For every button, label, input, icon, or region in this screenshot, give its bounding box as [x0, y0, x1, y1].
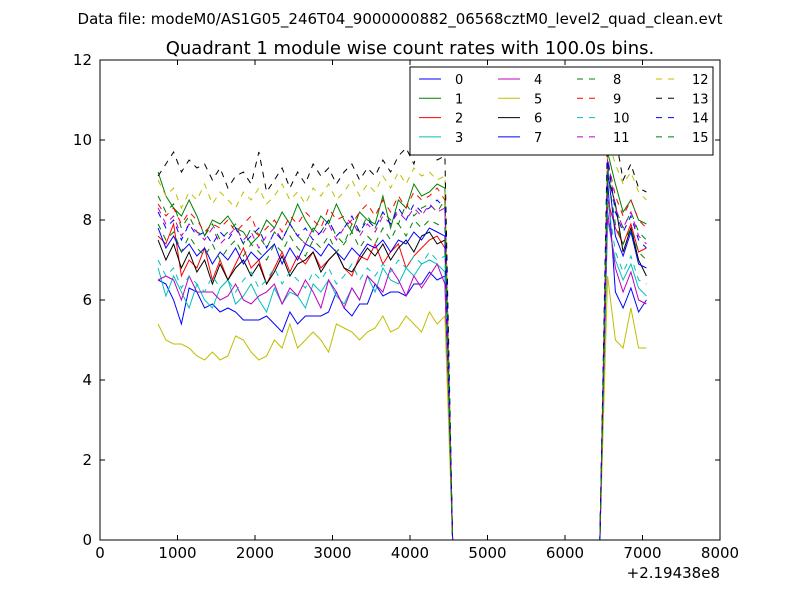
legend-label-15: 15 [692, 131, 709, 146]
y-tick-label: 8 [82, 211, 92, 229]
y-tick-label: 6 [82, 291, 92, 309]
legend-label-3: 3 [455, 131, 463, 146]
y-tick-label: 2 [82, 451, 92, 469]
x-tick-label: 0 [95, 544, 105, 562]
x-tick-label: 2000 [236, 544, 274, 562]
legend-label-6: 6 [534, 112, 542, 127]
series-layer [157, 126, 647, 540]
legend-label-9: 9 [613, 92, 621, 107]
x-tick-label: 4000 [391, 544, 429, 562]
series-line-11 [157, 155, 647, 540]
legend-label-1: 1 [455, 92, 463, 107]
legend-label-13: 13 [692, 92, 709, 107]
x-tick-label: 1000 [158, 544, 196, 562]
x-offset-label: +2.19438e8 [627, 564, 720, 582]
legend-label-4: 4 [534, 73, 542, 88]
series-line-7 [157, 167, 647, 540]
series-line-5 [157, 275, 647, 540]
x-tick-label: 7000 [623, 544, 661, 562]
legend-label-10: 10 [613, 112, 630, 127]
legend-label-7: 7 [534, 131, 542, 146]
y-tick-label: 4 [82, 371, 92, 389]
legend-box [409, 66, 714, 156]
series-line-12 [157, 139, 647, 540]
legend-label-14: 14 [692, 112, 709, 127]
x-tick-label: 3000 [313, 544, 351, 562]
series-line-9 [157, 159, 647, 540]
series-line-6 [157, 175, 647, 540]
legend-label-2: 2 [455, 112, 463, 127]
series-line-1 [157, 151, 647, 540]
x-tick-label: 8000 [701, 544, 739, 562]
legend-label-0: 0 [455, 73, 463, 88]
y-tick-label: 12 [73, 51, 92, 69]
x-tick-label: 5000 [468, 544, 506, 562]
legend-label-5: 5 [534, 92, 542, 107]
legend-label-12: 12 [692, 73, 709, 88]
legend-label-8: 8 [613, 73, 621, 88]
y-tick-label: 0 [82, 531, 92, 549]
axes: 0 1000 2000 3000 4000 5000 6000 7000 80000246810… [73, 51, 739, 582]
y-tick-label: 10 [73, 131, 92, 149]
series-line-0 [157, 179, 647, 540]
series-line-3 [157, 219, 647, 540]
x-tick-label: 6000 [546, 544, 584, 562]
series-line-4 [157, 211, 647, 540]
series-line-14 [157, 159, 647, 540]
series-line-13 [157, 126, 647, 540]
figure-suptitle: Data file: modeM0/AS1G05_246T04_90000008… [78, 10, 723, 29]
chart-title: Quadrant 1 module wise count rates with … [166, 38, 655, 59]
series-line-15 [157, 171, 647, 540]
legend-label-11: 11 [613, 131, 630, 146]
